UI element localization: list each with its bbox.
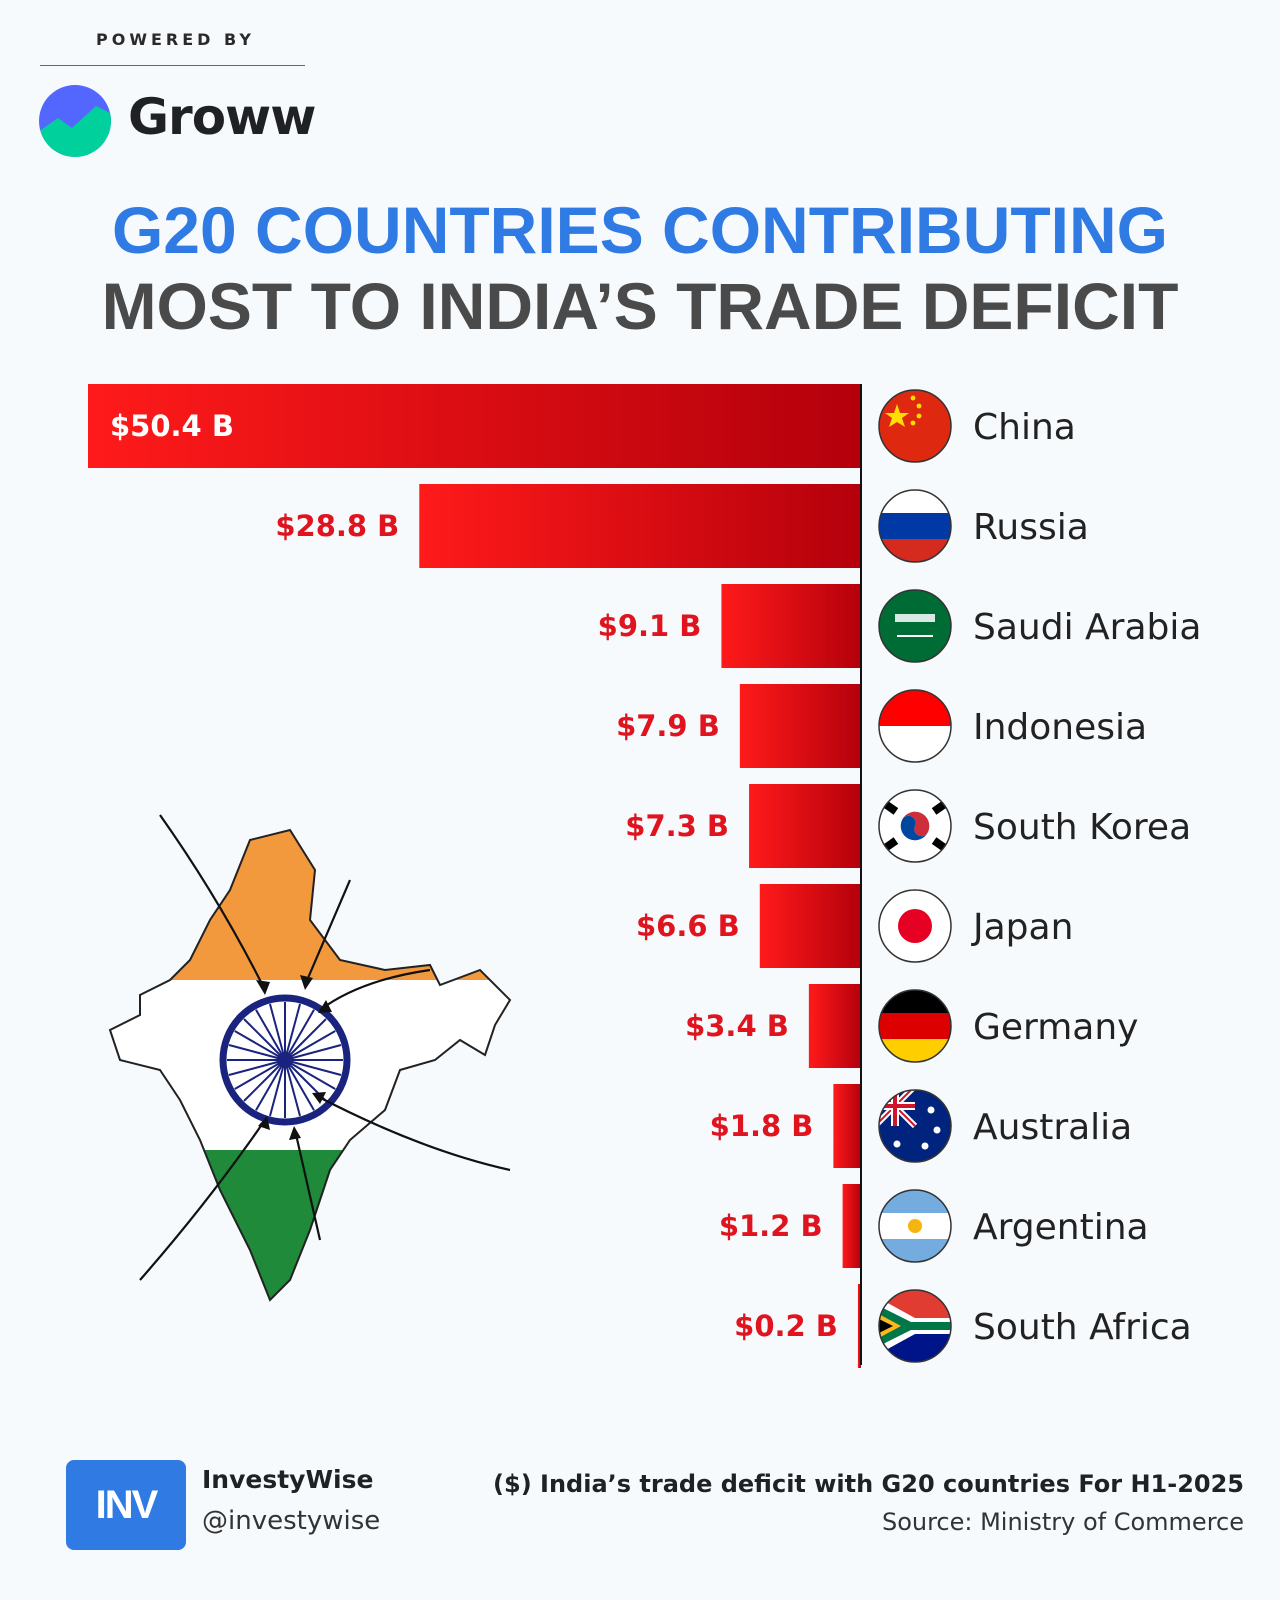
country-label-indonesia: Indonesia	[973, 707, 1147, 748]
bar-argentina	[842, 1184, 861, 1268]
country-label-south-africa: South Africa	[973, 1307, 1192, 1348]
country-label-russia: Russia	[973, 507, 1089, 548]
groww-wordmark: Groww	[128, 88, 316, 146]
flag-south-korea-icon	[878, 789, 952, 863]
value-label-south-korea: $7.3 B	[625, 809, 729, 843]
country-label-south-korea: South Korea	[973, 807, 1191, 848]
value-label-argentina: $1.2 B	[719, 1209, 823, 1243]
bar-australia	[833, 1084, 861, 1168]
value-label-south-africa: $0.2 B	[734, 1309, 838, 1343]
country-label-argentina: Argentina	[973, 1207, 1149, 1248]
powered-by-label: POWERED BY	[96, 30, 255, 49]
title-line-1: G20 COUNTRIES CONTRIBUTING	[111, 193, 1169, 267]
bar-russia	[419, 484, 861, 568]
country-label-china: China	[973, 407, 1076, 448]
account-name: InvestyWise	[202, 1465, 374, 1494]
header-divider	[40, 65, 305, 66]
country-label-australia: Australia	[973, 1107, 1132, 1148]
country-label-germany: Germany	[973, 1007, 1138, 1048]
flag-south-africa-icon	[878, 1289, 952, 1363]
title-line-2: MOST TO INDIA’S TRADE DEFICIT	[101, 269, 1179, 343]
country-label-saudi-arabia: Saudi Arabia	[973, 607, 1201, 648]
value-label-saudi-arabia: $9.1 B	[598, 609, 702, 643]
groww-logo-icon	[39, 85, 111, 157]
value-label-indonesia: $7.9 B	[616, 709, 720, 743]
ashoka-chakra-icon	[219, 994, 351, 1126]
bar-china	[88, 384, 861, 468]
bar-south-africa	[857, 1284, 861, 1368]
india-map-illustration	[108, 814, 512, 1302]
bar-japan	[759, 884, 861, 968]
bar-germany	[808, 984, 861, 1068]
flag-germany-icon	[878, 989, 952, 1063]
source-note: Source: Ministry of Commerce	[881, 1508, 1244, 1536]
chart-footnote: ($) India’s trade deficit with G20 count…	[493, 1470, 1244, 1498]
bar-chart: $50.4 B China $28.8 B Russia $9.1 B Saudi Ara…	[88, 384, 1201, 1368]
bar-south-korea	[749, 784, 861, 868]
value-label-australia: $1.8 B	[710, 1109, 814, 1143]
flag-indonesia-icon	[878, 689, 952, 763]
value-label-germany: $3.4 B	[685, 1009, 789, 1043]
flag-russia-icon	[878, 489, 952, 563]
flag-china-icon	[878, 389, 952, 463]
value-label-japan: $6.6 B	[636, 909, 740, 943]
flag-australia-icon	[878, 1089, 952, 1163]
bar-saudi-arabia	[721, 584, 861, 668]
value-label-china: $50.4 B	[110, 409, 234, 443]
flag-japan-icon	[878, 889, 952, 963]
flag-argentina-icon	[878, 1189, 952, 1263]
investywise-logo-icon: INV	[66, 1460, 186, 1550]
country-label-japan: Japan	[971, 907, 1073, 948]
flag-saudi-arabia-icon	[878, 589, 952, 663]
value-label-russia: $28.8 B	[275, 509, 399, 543]
bar-indonesia	[739, 684, 861, 768]
account-handle[interactable]: @investywise	[202, 1506, 381, 1536]
